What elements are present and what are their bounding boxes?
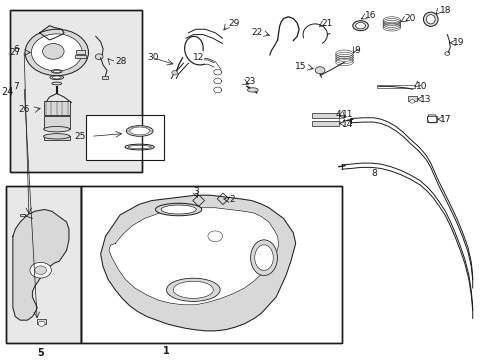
Bar <box>102 76 108 78</box>
Circle shape <box>171 71 177 75</box>
Ellipse shape <box>43 126 70 132</box>
Text: 9: 9 <box>354 46 360 55</box>
Ellipse shape <box>423 12 437 26</box>
Ellipse shape <box>155 203 202 216</box>
Bar <box>20 214 25 216</box>
Polygon shape <box>13 210 69 320</box>
Text: 30: 30 <box>147 53 158 62</box>
Bar <box>81 186 341 343</box>
Text: 13: 13 <box>419 95 430 104</box>
Ellipse shape <box>50 75 63 80</box>
Ellipse shape <box>173 281 213 298</box>
Bar <box>43 136 70 140</box>
Bar <box>376 85 414 88</box>
Text: 24: 24 <box>1 87 14 97</box>
Circle shape <box>42 44 64 59</box>
Text: 2: 2 <box>228 195 234 204</box>
Text: 14: 14 <box>341 120 353 129</box>
Bar <box>311 113 338 118</box>
Bar <box>427 116 436 122</box>
Circle shape <box>95 54 103 60</box>
Circle shape <box>31 34 82 71</box>
Text: 10: 10 <box>415 82 427 91</box>
Circle shape <box>315 67 325 74</box>
Circle shape <box>30 262 51 278</box>
Text: 7: 7 <box>14 82 19 91</box>
Circle shape <box>38 321 45 326</box>
Ellipse shape <box>51 69 62 73</box>
Text: 1: 1 <box>163 346 169 356</box>
Bar <box>76 50 85 54</box>
Bar <box>81 186 341 343</box>
Text: 28: 28 <box>115 57 126 66</box>
Ellipse shape <box>247 88 258 92</box>
Text: 11: 11 <box>341 111 353 120</box>
Bar <box>43 101 70 115</box>
Ellipse shape <box>250 240 277 275</box>
Text: 20: 20 <box>404 14 415 23</box>
Circle shape <box>25 29 88 76</box>
Circle shape <box>409 100 414 103</box>
Ellipse shape <box>166 278 220 301</box>
Text: 29: 29 <box>228 19 239 28</box>
Text: 6: 6 <box>14 45 19 54</box>
Text: 15: 15 <box>295 62 306 71</box>
Polygon shape <box>40 26 64 40</box>
Bar <box>37 319 46 324</box>
Bar <box>311 121 338 126</box>
Ellipse shape <box>43 134 70 139</box>
Circle shape <box>35 266 46 274</box>
Text: 16: 16 <box>365 11 376 20</box>
Text: 26: 26 <box>19 105 30 114</box>
Polygon shape <box>109 208 278 305</box>
Bar <box>10 10 142 172</box>
Text: 18: 18 <box>439 6 450 15</box>
Bar <box>10 10 142 172</box>
Ellipse shape <box>126 126 153 136</box>
Ellipse shape <box>355 22 365 29</box>
Text: 19: 19 <box>452 38 464 47</box>
Circle shape <box>207 231 222 242</box>
Polygon shape <box>101 195 295 331</box>
Bar <box>43 116 70 129</box>
Text: 21: 21 <box>321 19 332 28</box>
Bar <box>5 186 81 343</box>
Ellipse shape <box>254 245 273 270</box>
Text: 8: 8 <box>370 169 376 178</box>
Text: 25: 25 <box>75 132 86 141</box>
Ellipse shape <box>52 76 61 79</box>
Text: 17: 17 <box>439 115 450 124</box>
Text: 22: 22 <box>251 28 263 37</box>
Bar <box>75 55 86 58</box>
Ellipse shape <box>426 15 434 24</box>
Text: 23: 23 <box>244 77 255 86</box>
Bar <box>5 186 81 343</box>
Bar <box>86 115 163 159</box>
Text: 5: 5 <box>37 348 44 358</box>
Text: 4: 4 <box>335 110 340 119</box>
Ellipse shape <box>161 205 196 214</box>
Text: 3: 3 <box>192 187 198 196</box>
Ellipse shape <box>130 127 149 135</box>
Bar <box>407 96 416 102</box>
Ellipse shape <box>53 70 61 72</box>
Ellipse shape <box>352 21 367 31</box>
Text: 12: 12 <box>193 53 204 62</box>
Text: 27: 27 <box>10 48 21 57</box>
Ellipse shape <box>52 82 61 85</box>
